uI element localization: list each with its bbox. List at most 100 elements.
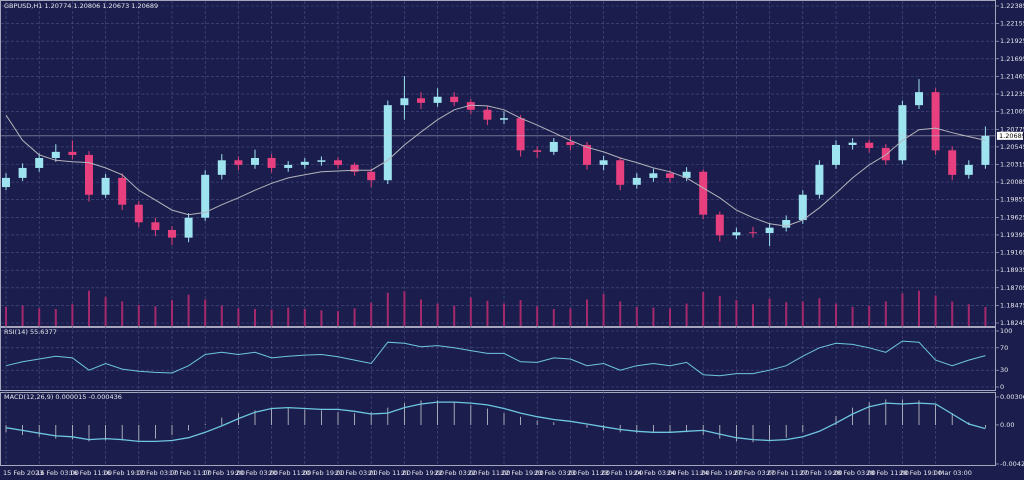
volume-bar [436, 303, 439, 326]
x-tick-label: 23 Feb 03:00 [534, 469, 577, 477]
volume-bar [21, 305, 24, 326]
candle-body [682, 171, 691, 178]
y-tick-label: 1.20775 [1000, 125, 1024, 133]
x-tick-label: 22 Feb 11:00 [468, 469, 511, 477]
x-tick-label: 17 Feb 19:00 [202, 469, 245, 477]
volume-bar [818, 298, 821, 326]
volume-bar [685, 303, 688, 326]
candle-body [267, 157, 276, 168]
volume-bar [503, 303, 505, 326]
y-tick-label: 0.00 [1000, 421, 1014, 429]
candle-body [765, 227, 774, 234]
volume-bar [187, 294, 190, 326]
volume-bar [370, 302, 373, 326]
candle-body [101, 177, 110, 195]
candle-body [599, 160, 608, 165]
y-tick-label: 1.20085 [1000, 178, 1024, 186]
candle-body [881, 148, 890, 161]
volume-bar [851, 306, 854, 326]
volume-bar [702, 292, 705, 326]
candle-body [466, 102, 475, 110]
y-tick-label: 1.21925 [1000, 37, 1024, 45]
x-tick-label: 27 Feb 03:00 [733, 469, 776, 477]
volume-bar [536, 306, 539, 326]
marks [1, 76, 995, 443]
candle-body [450, 96, 459, 103]
x-tick-label: 21 Feb 03:00 [335, 469, 378, 477]
candle-body [184, 217, 193, 238]
candle-body [334, 160, 342, 165]
volume-bar [154, 306, 157, 326]
y-tick-label: 1.19855 [1000, 196, 1024, 204]
volume-bar [735, 300, 738, 326]
volume-bar [602, 294, 605, 326]
volume-bar [868, 305, 871, 326]
volume-bar [104, 296, 107, 326]
labels: GBPUSD,H1 1.20774 1.20806 1.20673 1.2068… [3, 2, 1024, 477]
candle-body [251, 157, 259, 165]
candle-body [118, 177, 127, 205]
candle-body [417, 98, 425, 103]
volume-bar [5, 306, 7, 326]
grid [1, 1, 995, 466]
candle-body [500, 118, 508, 120]
candle-body [2, 177, 10, 188]
x-tick-label: 22 Feb 19:00 [501, 469, 544, 477]
x-tick-label: 16 Feb 03:00 [36, 469, 79, 477]
x-tick-label: 28 Feb 19:00 [899, 469, 942, 477]
y-tick-label: 1.21005 [1000, 108, 1024, 116]
volume-bar [486, 300, 489, 326]
volume-bar [884, 301, 887, 326]
x-tick-label: 17 Feb 03:00 [136, 469, 179, 477]
candle-body [782, 220, 791, 228]
candle-body [433, 96, 442, 103]
volume-bar [569, 308, 572, 326]
candle-body [815, 164, 824, 195]
volume-bar [337, 311, 339, 326]
candle-body [549, 141, 558, 152]
volume-bar [353, 308, 356, 326]
candle-body [68, 151, 77, 155]
rsi-line [5, 340, 986, 377]
x-tick-label: 21 Feb 11:00 [368, 469, 411, 477]
candle-body [915, 92, 923, 106]
volume-bar [586, 299, 588, 326]
candle-body [931, 92, 940, 151]
macd-title: MACD(12,26,9) 0.000015 -0.000436 [4, 393, 122, 401]
x-tick-label: 23 Feb 11:00 [567, 469, 610, 477]
y-tick-label: 1.19165 [1000, 249, 1024, 257]
macd-panel-border [0, 392, 996, 466]
moving-average [5, 104, 986, 227]
volume-bar [254, 309, 256, 326]
candle-body [649, 173, 658, 178]
y-tick-label: 0.003064 [1000, 393, 1024, 401]
candle-body [616, 160, 625, 185]
candle-body [832, 144, 840, 165]
y-tick-label: 1.21465 [1000, 72, 1024, 80]
candle-body [483, 109, 492, 120]
candle-body [533, 150, 542, 152]
volume-bar [121, 301, 124, 326]
volume-bar [204, 299, 207, 326]
y-tick-label: 0 [1000, 383, 1004, 391]
x-tick-label: 15 Feb 2023 [3, 469, 43, 477]
volume-bar [951, 301, 954, 326]
x-tick-label: 17 Feb 11:00 [169, 469, 212, 477]
y-tick-label: 1.20315 [1000, 161, 1024, 169]
candle-body [583, 144, 591, 165]
volume-bar [420, 299, 422, 326]
y-tick-label: 1.18935 [1000, 266, 1024, 274]
y-tick-label: 70 [1000, 344, 1008, 352]
x-tick-label: 20 Feb 03:00 [235, 469, 278, 477]
candle-body [715, 214, 724, 236]
candle-body [134, 204, 143, 223]
volume-bar [718, 296, 721, 326]
volume-bar [171, 300, 173, 326]
volume-bar [220, 305, 223, 326]
main-panel-border [0, 0, 996, 327]
x-tick-label: 24 Feb 03:00 [634, 469, 677, 477]
last-price-label: 1.20689 [999, 132, 1024, 140]
candle-body [898, 105, 907, 161]
volume-bar [619, 301, 622, 326]
